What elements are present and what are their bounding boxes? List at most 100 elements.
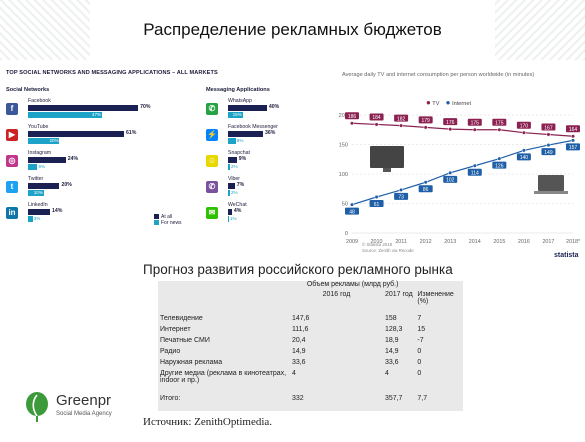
internet-data-label: 149 — [544, 150, 553, 156]
app-name: Facebook Messenger — [228, 124, 278, 130]
tv-data-label: 179 — [421, 118, 430, 124]
value-change: 7 — [417, 315, 422, 322]
internet-data-label: 102 — [446, 178, 455, 184]
table-header-2017: 2017 год — [384, 291, 413, 298]
table-header-2016: 2016 год — [322, 291, 351, 298]
messaging-app-row: ✆ WhatsApp 40% 15% — [206, 98, 324, 124]
value-for-news: 2% — [230, 164, 238, 169]
data-label-bg — [418, 116, 433, 124]
y-tick-label: 150 — [339, 143, 348, 149]
bar-at-all — [28, 183, 60, 189]
data-label-bg — [394, 192, 409, 200]
legend-tv: TV — [432, 101, 440, 107]
app-name: LinkedIn — [28, 202, 48, 208]
data-label-bg — [541, 148, 556, 156]
tv-data-label: 182 — [397, 116, 406, 122]
x-tick-label: 2017 — [542, 239, 554, 245]
tv-data-label: 186 — [348, 114, 357, 120]
row-label: Итого: — [160, 395, 181, 402]
value-for-news: 15% — [232, 112, 242, 117]
value-2016: 147,6 — [291, 315, 310, 322]
value-at-all: 36% — [265, 130, 276, 136]
social-networks-chart: TOP SOCIAL NETWORKS AND MESSAGING APPLIC… — [6, 70, 328, 240]
x-tick-label: 2010 — [371, 239, 383, 245]
bar-for-news — [228, 112, 243, 118]
social-network-row: ▶ YouTube 61% 20% — [6, 124, 166, 150]
value-2016: 4 — [291, 370, 296, 377]
app-name: Snapchat — [228, 150, 250, 156]
value-2017: 18,9 — [384, 337, 399, 344]
bar-for-news — [228, 190, 230, 196]
legend-marker-internet: ● — [445, 98, 451, 107]
app-name: YouTube — [28, 124, 49, 130]
value-change: 15 — [417, 326, 426, 333]
value-2016: 111,6 — [291, 326, 309, 333]
internet-data-point — [472, 163, 477, 168]
app-name: Instagram — [28, 150, 52, 156]
social-network-row: ◎ Instagram 24% 6% — [6, 150, 166, 176]
table-row: Телевидение 147,6 158 7 — [158, 315, 463, 326]
app-name: WhatsApp — [228, 98, 252, 104]
bar-for-news — [228, 138, 236, 144]
youtube-icon: ▶ — [6, 129, 18, 141]
value-change: 7,7 — [417, 395, 428, 402]
social-network-row: t Twitter 20% 10% — [6, 176, 166, 202]
line-chart-canvas: 0 50 100 150 200 2009 2010 2011 2012 2013 2014 2015… — [339, 112, 581, 245]
value-at-all: 9% — [238, 156, 247, 162]
value-at-all: 20% — [61, 182, 72, 188]
value-for-news: 6% — [38, 164, 46, 169]
value-for-news: 10% — [33, 190, 43, 195]
bar-at-all — [228, 183, 235, 189]
data-label-bg — [418, 185, 433, 193]
data-label-bg — [467, 118, 482, 126]
tv-data-point — [399, 123, 404, 128]
value-at-all: 40% — [268, 104, 280, 110]
internet-data-point — [374, 194, 379, 200]
value-for-news: 20% — [49, 138, 59, 143]
whatsapp-icon: ✆ — [206, 103, 218, 115]
forecast-table-panel: Объем рекламы (млрд руб.) 2016 год 2017 … — [158, 281, 463, 411]
row-label: Интернет — [160, 326, 191, 333]
bar-at-all — [228, 131, 263, 137]
internet-data-point — [349, 202, 355, 207]
greenpr-logo: Greenpr Social Media Agency — [20, 389, 130, 429]
data-label-bg — [492, 118, 507, 126]
value-at-all: 24% — [67, 156, 79, 162]
tv-data-point — [349, 121, 355, 126]
tv-data-label: 170 — [520, 124, 529, 130]
value-at-all: 70% — [140, 104, 151, 110]
instagram-icon: ◎ — [6, 155, 18, 167]
value-2017: 14,9 — [384, 348, 399, 355]
value-2016: 20,4 — [291, 337, 306, 344]
wechat-icon: ✉ — [206, 207, 218, 219]
internet-data-label: 157 — [569, 145, 578, 151]
data-label-bg — [541, 123, 556, 131]
x-tick-label: 2016 — [518, 239, 530, 245]
tv-data-point — [374, 122, 379, 127]
tv-stand — [383, 168, 391, 172]
twitter-icon: t — [6, 181, 18, 193]
app-name: Twitter — [28, 176, 44, 182]
table-row: Наружная реклама 33,6 33,6 0 — [158, 359, 463, 370]
internet-data-point — [497, 156, 502, 161]
legend-internet: Internet — [452, 101, 472, 107]
value-2017: 33,6 — [384, 359, 399, 366]
legend-marker-tv: ● — [426, 98, 431, 107]
bar-for-news — [28, 164, 38, 170]
internet-series-line — [351, 139, 574, 206]
table-row: Радио 14,9 14,9 0 — [158, 348, 463, 359]
internet-data-point — [546, 143, 551, 148]
bar-at-all — [28, 157, 66, 163]
data-label-bg — [369, 113, 384, 121]
slide-title: Распределение рекламных бюджетов — [143, 20, 442, 39]
tv-data-label: 184 — [372, 115, 381, 121]
data-label-bg — [394, 114, 409, 122]
row-label: Наружная реклама — [160, 359, 223, 366]
table-row: Печатные СМИ 20,4 18,9 -7 — [158, 337, 463, 348]
y-tick-label: 50 — [342, 202, 348, 208]
value-2017: 128,3 — [384, 326, 403, 333]
tv-data-point — [448, 127, 453, 132]
tv-data-label: 176 — [446, 120, 455, 126]
internet-data-label: 86 — [423, 187, 429, 193]
legend-for-news: For news — [154, 220, 182, 226]
